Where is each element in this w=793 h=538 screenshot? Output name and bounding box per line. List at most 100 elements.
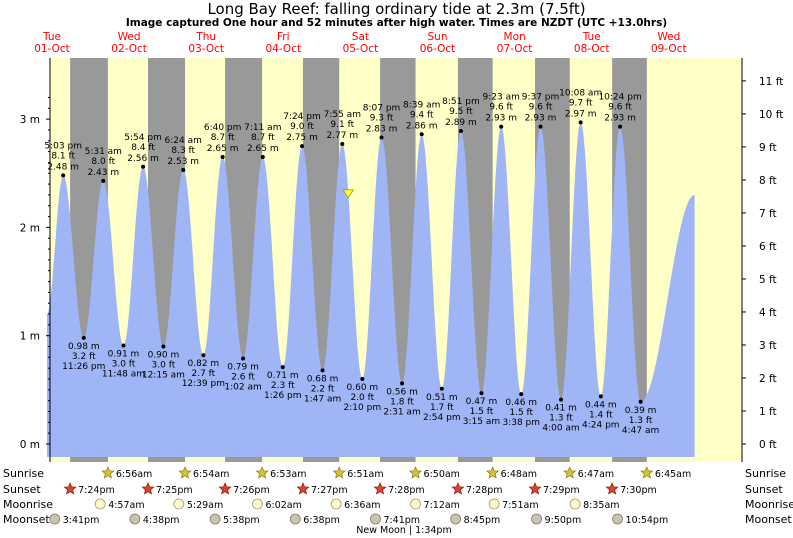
moonrise-time: 5:29am — [187, 500, 223, 511]
high-tide-time: 7:11 am — [244, 123, 281, 133]
high-tide-metres: 2.86 m — [406, 121, 438, 131]
row-label-right: Moonset — [745, 513, 792, 526]
sunset-icon — [141, 482, 155, 495]
moonset-time: 10:54pm — [626, 515, 669, 526]
moonset-time: 9:50pm — [545, 515, 582, 526]
low-tide-point — [559, 397, 564, 402]
sunrise-time: 6:50am — [424, 469, 460, 480]
sunrise-time: 6:45am — [655, 469, 691, 480]
high-tide-metres: 2.56 m — [127, 154, 159, 164]
day-date-label: 07-Oct — [497, 43, 533, 55]
day-date-label: 04-Oct — [265, 43, 301, 55]
high-tide-point — [141, 164, 146, 169]
high-tide-metres: 2.48 m — [47, 162, 79, 172]
high-tide-time: 10:08 am — [559, 88, 602, 98]
day-date-label: 01-Oct — [34, 43, 70, 55]
moonrise-icon — [330, 498, 342, 510]
high-tide-metres: 2.89 m — [445, 118, 477, 128]
day-weekday-label: Sat — [352, 31, 369, 43]
high-tide-feet: 8.3 ft — [171, 146, 195, 156]
sunset-time: 7:26pm — [233, 485, 270, 496]
row-label-left: Moonrise — [3, 498, 53, 511]
high-tide-feet: 9.6 ft — [608, 103, 632, 113]
low-tide-feet: 1.8 ft — [390, 397, 414, 407]
low-tide-metres: 0.60 m — [347, 383, 379, 393]
high-tide-point — [61, 173, 66, 178]
day-date-label: 06-Oct — [420, 43, 456, 55]
moonrise-icon — [488, 498, 500, 510]
high-tide-time: 5:03 pm — [44, 141, 82, 151]
high-tide-time: 10:24 pm — [598, 93, 641, 103]
sunrise-time: 6:47am — [578, 469, 614, 480]
high-tide-metres: 2.43 m — [87, 168, 119, 178]
moonset-time: 6:38pm — [303, 515, 340, 526]
high-tide-feet: 9.3 ft — [370, 114, 394, 124]
moonrise-time: 8:35am — [583, 500, 619, 511]
axes: 0 m 1 m 2 m 3 m 0 ft 1 ft 2 ft 3 ft 4 ft 5 ft 6 ft… — [20, 58, 783, 462]
high-tide-time: 9:37 pm — [522, 93, 560, 103]
low-tide-metres: 0.71 m — [267, 371, 299, 381]
moonrise-time: 6:02am — [265, 500, 301, 511]
day-weekday-label: Wed — [118, 31, 141, 43]
low-tide-time: 2:10 pm — [344, 403, 382, 413]
right-tick-label: 9 ft — [759, 142, 777, 154]
moonrise-time: 7:51am — [502, 500, 538, 511]
sunset-icon — [605, 482, 619, 495]
sunrise-icon — [563, 466, 577, 479]
low-tide-metres: 0.91 m — [108, 349, 140, 359]
moonset-icon — [289, 513, 301, 525]
high-tide-point — [260, 155, 265, 160]
high-tide-metres: 2.77 m — [326, 131, 358, 141]
high-tide-point — [419, 132, 424, 137]
low-tide-feet: 2.7 ft — [191, 369, 215, 379]
sunrise-icon — [178, 466, 192, 479]
high-tide-point — [300, 144, 305, 149]
right-tick-label: 2 ft — [759, 373, 777, 385]
sunset-time: 7:28pm — [466, 485, 503, 496]
low-tide-feet: 1.3 ft — [629, 416, 653, 426]
row-label-right: Sunset — [745, 483, 783, 496]
astronomy-rows: Sunrise Sunrise Sunset Sunset Moonrise Moonri… — [3, 466, 793, 536]
day-headers: Tue01-OctWed02-OctThu03-OctFri04-OctSat0… — [34, 31, 686, 55]
right-tick-label: 1 ft — [759, 406, 777, 418]
low-tide-time: 1:02 am — [224, 382, 261, 392]
sunset-time: 7:25pm — [156, 485, 193, 496]
moonrise-time: 4:57am — [108, 500, 144, 511]
high-tide-feet: 8.4 ft — [131, 143, 155, 153]
high-tide-metres: 2.65 m — [207, 144, 239, 154]
low-tide-time: 4:00 am — [542, 424, 579, 434]
high-tide-time: 5:54 pm — [124, 133, 162, 143]
high-tide-metres: 2.53 m — [167, 157, 199, 167]
high-tide-point — [379, 135, 384, 140]
low-tide-feet: 1.7 ft — [430, 403, 454, 413]
day-date-label: 02-Oct — [111, 43, 147, 55]
low-tide-point — [519, 392, 524, 397]
day-weekday-label: Wed — [657, 31, 680, 43]
low-tide-feet: 1.5 ft — [509, 408, 533, 418]
tide-area — [47, 122, 695, 457]
low-tide-point — [598, 394, 603, 399]
low-tide-metres: 0.51 m — [426, 393, 458, 403]
low-tide-point — [638, 399, 643, 404]
low-tide-metres: 0.41 m — [545, 404, 577, 414]
high-tide-feet: 9.6 ft — [529, 103, 553, 113]
left-tick-label: 2 m — [20, 222, 40, 234]
moonset-icon — [209, 513, 221, 525]
moonset-icon — [612, 513, 623, 525]
high-tide-metres: 2.93 m — [485, 114, 517, 124]
row-label-left: Sunset — [3, 483, 41, 496]
right-tick-label: 3 ft — [759, 340, 777, 352]
low-tide-time: 1:26 pm — [264, 391, 302, 401]
row-label-left: Moonset — [3, 513, 50, 526]
moonset-icon — [531, 513, 542, 525]
right-tick-label: 0 ft — [759, 439, 777, 451]
low-tide-time: 3:38 pm — [502, 418, 540, 428]
low-tide-feet: 1.4 ft — [589, 410, 613, 420]
sunset-icon — [63, 482, 77, 495]
low-tide-time: 2:54 pm — [423, 413, 461, 423]
sunrise-time: 6:54am — [193, 469, 229, 480]
tide-curve-area — [47, 122, 695, 457]
moonrise-time: 7:12am — [424, 500, 460, 511]
right-tick-label: 4 ft — [759, 307, 777, 319]
low-tide-metres: 0.44 m — [585, 400, 617, 410]
